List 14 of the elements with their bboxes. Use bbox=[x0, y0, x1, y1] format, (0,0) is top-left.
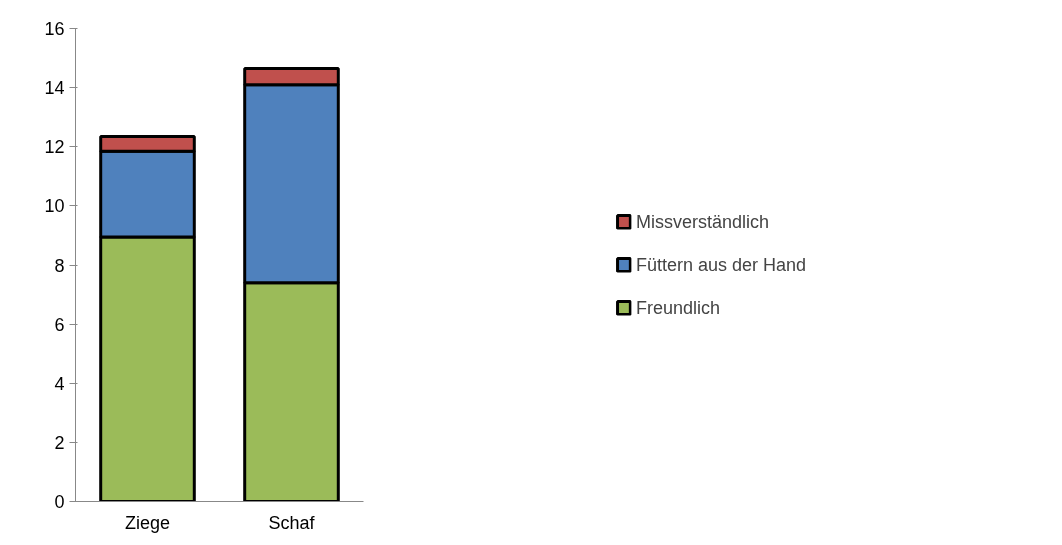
y-tick-label: 12 bbox=[44, 137, 65, 158]
x-tick-label: Schaf bbox=[268, 512, 316, 533]
y-tick-label: 0 bbox=[54, 492, 65, 512]
y-tick-label: 8 bbox=[54, 255, 65, 276]
x-tick-label: Ziege bbox=[124, 512, 171, 533]
legend-label: Freundlich bbox=[635, 297, 720, 318]
y-tick-label: 10 bbox=[44, 196, 65, 217]
y-tick-label: 6 bbox=[54, 314, 65, 335]
legend-label: Missverständlich bbox=[635, 211, 769, 232]
y-tick-label: 2 bbox=[54, 432, 65, 453]
y-tick-label: 14 bbox=[44, 78, 65, 99]
y-tick-label: 16 bbox=[44, 19, 65, 39]
y-tick-label: 4 bbox=[54, 373, 65, 394]
legend-label: Füttern aus der Hand bbox=[635, 254, 807, 275]
